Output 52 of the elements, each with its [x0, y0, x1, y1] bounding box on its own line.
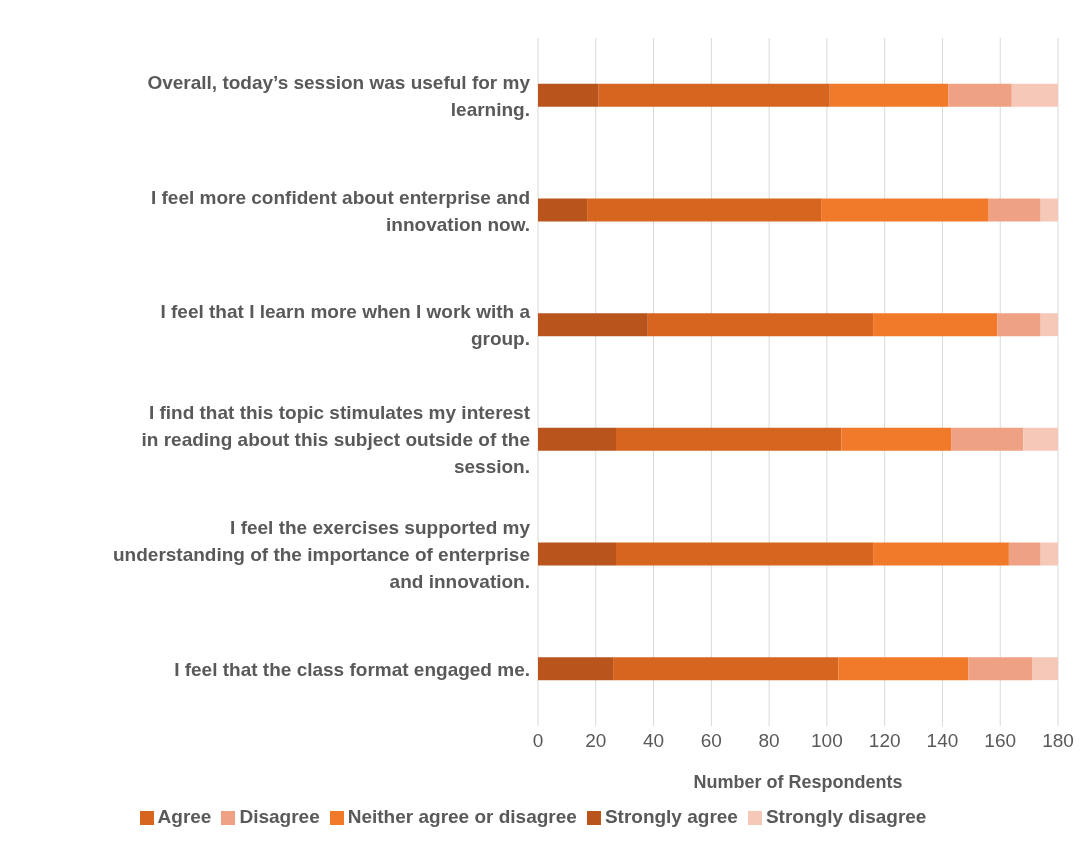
legend-label: Disagree	[239, 806, 320, 827]
bar	[1011, 83, 1058, 107]
bar	[1040, 198, 1058, 222]
x-tick-label: 180	[1042, 730, 1074, 752]
bar	[613, 657, 839, 681]
bar	[616, 427, 842, 451]
bar	[841, 427, 952, 451]
y-tick-label: I feel more confident about enterprise and innovation now.	[150, 186, 530, 234]
bar	[538, 542, 616, 566]
bar	[1040, 542, 1058, 566]
x-tick-label: 40	[642, 730, 665, 752]
x-tick-label: 140	[926, 730, 959, 752]
bar	[538, 198, 588, 222]
y-tick-label: Overall, today’s session was useful for my learning.	[147, 71, 531, 120]
bar	[598, 83, 830, 107]
bar	[838, 657, 969, 681]
bar	[948, 83, 1012, 107]
x-tick-label: 120	[868, 730, 901, 752]
bar	[873, 542, 1009, 566]
x-tick-label: 0	[532, 730, 544, 752]
bar	[538, 83, 599, 107]
bar	[538, 313, 648, 337]
bar	[997, 313, 1041, 337]
bar	[1008, 542, 1041, 566]
x-tick-label: 160	[984, 730, 1017, 752]
bar	[1040, 313, 1058, 337]
y-tick-label: I feel that the class format engaged me.	[174, 658, 530, 680]
bar	[988, 198, 1041, 222]
bar	[647, 313, 874, 337]
y-tick-label: I feel that I learn more when I work with a group.	[160, 300, 531, 349]
x-tick-label: 100	[811, 730, 843, 752]
bar	[1023, 427, 1058, 451]
bar	[538, 657, 614, 681]
bar	[616, 542, 874, 566]
bar	[873, 313, 998, 337]
legend-label: Strongly disagree	[765, 806, 927, 827]
x-axis-title: Number of Respondents	[693, 772, 903, 792]
x-tick-label: 20	[585, 730, 607, 752]
legend-label: Neither agree or disagree	[347, 806, 577, 827]
bar	[951, 427, 1024, 451]
x-tick-label: 60	[700, 730, 722, 752]
legend-label: Agree	[157, 806, 212, 827]
bar	[821, 198, 989, 222]
x-tick-label: 80	[758, 730, 780, 752]
legend-label: Strongly agree	[604, 806, 738, 827]
bar	[968, 657, 1032, 681]
bar	[829, 83, 949, 107]
bar	[538, 427, 616, 451]
bar	[587, 198, 822, 222]
bar	[1032, 657, 1058, 681]
y-tick-label: I feel the exercises supported my understanding of the importance of enterprise and innovation.	[113, 516, 531, 592]
y-tick-label: I find that this topic stimulates my interest in reading about this subject outside of the session.	[141, 401, 531, 477]
